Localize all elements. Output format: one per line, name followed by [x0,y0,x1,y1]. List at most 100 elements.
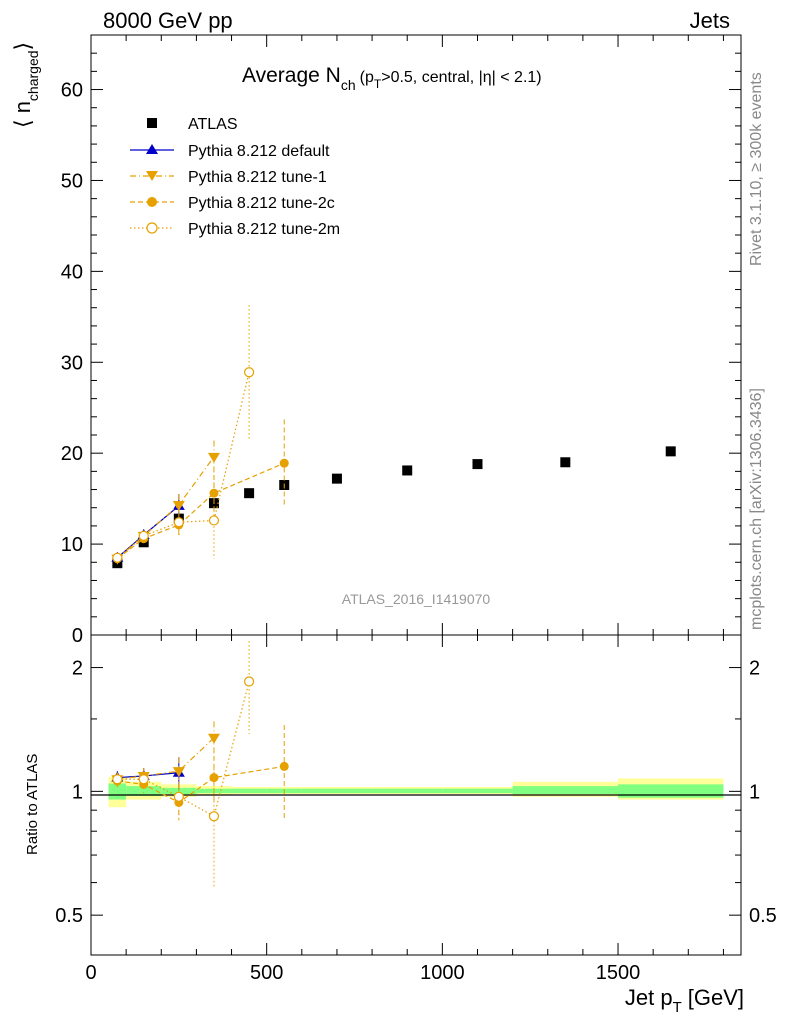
rivet-label: Rivet 3.1.10, ≥ 300k events [748,72,765,266]
main-series-pythia-8-212-tune-2c [112,419,289,564]
ratio-band-inner [512,786,619,795]
main-series-atlas [112,446,676,569]
ratio-series-pythia-8-212-tune-2m [112,641,255,889]
xtick-label: 1000 [420,962,465,984]
ratio-point-pythia-8-212-tune-1 [172,767,185,778]
legend-label-default: Pythia 8.212 default [188,143,330,160]
ratio-point-pythia-8-212-tune-2m [244,676,255,687]
main-point-pythia-8-212-tune-2m [173,517,184,528]
header-right: Jets [690,8,730,33]
ratio-point-pythia-8-212-tune-2m [112,774,123,785]
xtick-label: 500 [250,962,283,984]
legend-marker-atlas [147,118,157,128]
main-point-pythia-8-212-tune-2c [279,458,289,468]
legend-entry-tune2m: Pythia 8.212 tune-2m [130,221,340,238]
main-point-atlas [472,459,483,470]
ratio-series [111,641,289,889]
legend-label-tune2m: Pythia 8.212 tune-2m [188,221,340,238]
main-series [111,305,676,569]
legend-marker-tune1 [146,171,158,181]
xlabel-text: Jet p [625,985,673,1010]
main-ytick-label: 20 [61,443,83,465]
main-line-pythia-8-212-tune-1 [116,456,215,560]
main-ytick-label: 60 [61,80,83,102]
main-axis-ticks: 0 10 20 30 40 50 60 [61,35,741,647]
ratio-band-inner [372,788,443,794]
xtick-label: 1500 [596,962,641,984]
ratio-point-pythia-8-212-tune-2m [173,791,184,802]
main-point-atlas [560,457,571,468]
title-sub: ch [341,77,356,93]
ratio-ylabel: Ratio to ATLAS [24,754,41,855]
ratio-point-pythia-8-212-tune-2c [279,761,289,771]
ratio-point-pythia-8-212-tune-2m [138,774,149,785]
xtick-label: 0 [85,962,96,984]
ratio-ytick-label: 2 [72,658,83,680]
main-point-pythia-8-212-tune-1 [172,501,185,511]
ratio-line-pythia-8-212-tune-1 [117,737,215,780]
main-point-pythia-8-212-tune-2m [244,367,255,378]
main-panel: 0 10 20 30 40 50 60 Average Nch (pT>0.5, centra… [10,34,742,647]
legend-entry-atlas: ATLAS [147,116,238,133]
title-end: >0.5, central, |η| < 2.1) [381,69,541,86]
ylabel-close: ⟩ [10,42,35,51]
xlabel-sub: T [673,999,682,1016]
main-point-atlas [402,465,413,476]
ratio-band-inner [301,788,373,794]
main-point-pythia-8-212-tune-2m [112,552,123,563]
ratio-ytick-label: 1 [72,781,83,803]
main-line-pythia-8-212-tune-2m [116,372,250,559]
ylabel-text: ⟨ n [10,101,35,128]
ratio-point-pythia-8-212-tune-2m [208,811,220,822]
main-ytick-label: 30 [61,352,83,374]
main-ytick-label: 50 [61,170,83,192]
xlabel: Jet pT [GeV] [625,985,744,1016]
xlabel-unit: [GeV] [688,985,744,1010]
title-sub2: T [374,77,382,91]
legend-marker-tune2c [147,197,157,207]
main-point-pythia-8-212-tune-1 [207,452,220,463]
main-series-pythia-8-212-tune-2m [112,305,255,563]
legend-entry-tune1: Pythia 8.212 tune-1 [130,169,327,186]
ylabel-sub: charged [25,50,41,101]
ratio-band-inner [618,784,724,798]
legend-label-tune1: Pythia 8.212 tune-1 [188,169,327,186]
ratio-ytick-label: 0.5 [55,905,83,927]
main-series-pythia-8-212-default [111,494,185,562]
main-point-atlas [665,446,676,457]
title-rest: (p [360,69,374,86]
ratio-ytick-label-right: 2 [749,658,760,680]
legend-marker-tune2m [146,222,158,234]
main-point-pythia-8-212-tune-2m [138,530,149,542]
main-point-atlas [331,473,342,484]
ratio-series-pythia-8-212-tune-1 [111,721,220,787]
legend-entry-default: Pythia 8.212 default [130,143,330,160]
title-main: Average N [242,64,341,87]
ratio-band-inner [231,788,267,794]
main-point-pythia-8-212-tune-2m [208,515,220,526]
ratio-point-pythia-8-212-tune-1 [207,733,220,744]
ratio-band-inner [126,786,162,796]
legend-marker-default [146,144,158,154]
main-point-atlas [244,488,255,499]
header-left: 8000 GeV pp [103,8,233,33]
legend-label-atlas: ATLAS [188,116,238,133]
analysis-watermark: ATLAS_2016_I1419070 [342,591,491,607]
main-ytick-label: 10 [61,534,83,556]
ratio-line-pythia-8-212-tune-2m [117,681,250,818]
mcplots-label: mcplots.cern.ch [arXiv:1306.3436] [748,388,765,630]
ratio-axis-ticks: 0.5 0.5 1 1 2 2 0 500 1000 1500 [55,635,777,984]
ratio-panel: 0.5 0.5 1 1 2 2 0 500 1000 1500 Ratio to ATLAS Je… [24,634,777,1016]
main-title: Average Nch (pT>0.5, central, |η| < 2.1) [242,64,542,93]
ratio-band-inner [442,788,513,794]
main-ylabel: ⟨ ncharged⟩ [10,42,41,128]
main-ytick-label: 40 [61,261,83,283]
legend-entry-tune2c: Pythia 8.212 tune-2c [130,195,335,212]
ratio-bands [108,776,724,808]
main-point-pythia-8-212-tune-2c [209,488,219,498]
ratio-ytick-label-right: 1 [749,781,760,803]
legend: ATLAS Pythia 8.212 default Pythia 8.212 … [130,116,340,238]
legend-label-tune2c: Pythia 8.212 tune-2c [188,195,335,212]
main-ytick-label: 0 [72,625,83,647]
